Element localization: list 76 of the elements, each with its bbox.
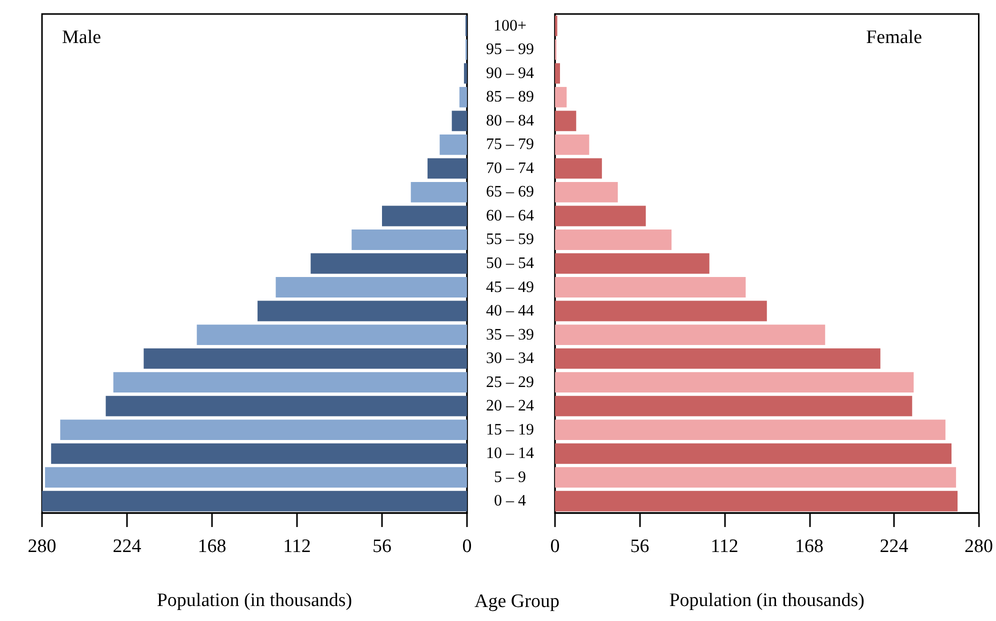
x-tick-label: 168 [795, 536, 824, 557]
x-axis-title: Population (in thousands) [669, 590, 865, 611]
bar [410, 182, 467, 202]
bar [555, 182, 618, 202]
y-tick-label: 5 – 9 [494, 468, 526, 486]
y-tick-label: 55 – 59 [486, 231, 534, 248]
y-tick-label: 0 – 4 [494, 492, 526, 510]
bar [555, 230, 672, 250]
y-tick-label: 50 – 54 [486, 255, 534, 272]
y-tick-label: 15 – 19 [486, 421, 534, 438]
x-tick-label: 168 [198, 536, 226, 557]
x-tick-label: 112 [710, 536, 738, 557]
y-tick-label: 25 – 29 [486, 374, 534, 391]
bar [555, 253, 710, 274]
x-tick-label: 112 [283, 536, 311, 557]
bar [428, 158, 467, 179]
bar [555, 300, 767, 322]
x-tick-label: 0 [550, 536, 560, 557]
y-tick-label: 35 – 39 [486, 326, 534, 344]
x-tick-label: 0 [462, 536, 472, 557]
x-tick-label: 280 [964, 536, 993, 557]
bar [555, 420, 946, 440]
bar [310, 253, 467, 274]
y-tick-label: 30 – 34 [486, 350, 534, 368]
bar [452, 110, 467, 132]
bar [60, 420, 467, 440]
y-tick-label: 100+ [493, 17, 527, 34]
y-tick-label: 95 – 99 [486, 41, 534, 58]
bar [42, 490, 467, 512]
bar [555, 348, 880, 369]
x-tick-label: 224 [880, 536, 909, 557]
x-axis-title: Population (in thousands) [156, 590, 352, 611]
x-tick-label: 280 [28, 536, 56, 557]
bar [555, 324, 826, 346]
bar [555, 443, 952, 464]
y-tick-label: 45 – 49 [486, 278, 534, 296]
y-tick-label: 40 – 44 [486, 302, 534, 320]
bar [51, 443, 467, 464]
text: Female [866, 27, 922, 48]
x-tick-label: 56 [372, 536, 392, 557]
y-tick-label: 60 – 64 [486, 207, 534, 224]
y-tick-label: 10 – 14 [486, 445, 534, 462]
bar [555, 490, 958, 512]
bar [555, 110, 576, 132]
x-tick-label: 56 [630, 536, 650, 557]
bar [459, 86, 467, 108]
bar [555, 467, 956, 488]
bar [106, 396, 467, 416]
y-tick-label: 80 – 84 [486, 112, 534, 130]
text: Male [62, 27, 102, 48]
bar [440, 134, 467, 155]
bar [555, 86, 567, 108]
bar [113, 372, 467, 393]
bar [555, 206, 646, 226]
bar [555, 396, 912, 416]
y-tick-label: 90 – 94 [486, 64, 534, 82]
y-tick-label: 70 – 74 [486, 160, 534, 177]
x-tick-label: 224 [112, 536, 142, 557]
bar [258, 300, 467, 322]
bar [276, 277, 467, 298]
bar [555, 63, 560, 84]
bar [555, 372, 914, 393]
bar [382, 206, 467, 226]
y-tick-label: 75 – 79 [486, 136, 534, 154]
y-axis-title: Age Group [474, 591, 560, 612]
bar [555, 277, 746, 298]
bar [196, 324, 467, 346]
bar [555, 158, 602, 179]
y-tick-label: 20 – 24 [486, 398, 534, 415]
bar [464, 63, 467, 84]
bar [144, 348, 467, 369]
bar [555, 134, 590, 155]
bar [45, 467, 467, 488]
y-tick-label: 65 – 69 [486, 184, 534, 201]
bar [352, 230, 467, 250]
y-tick-label: 85 – 89 [486, 88, 534, 106]
